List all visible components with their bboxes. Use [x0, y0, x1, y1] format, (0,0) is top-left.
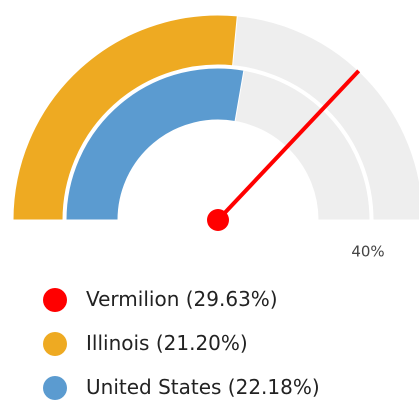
legend-value: (22.18%)	[228, 375, 320, 399]
gauge-band	[12, 14, 238, 221]
legend-value: (29.63%)	[186, 287, 278, 311]
legend-marker	[43, 332, 67, 356]
needle	[216, 69, 361, 222]
legend-label: United States (22.18%)	[86, 375, 320, 399]
legend-marker	[43, 376, 67, 400]
legend-value: (21.20%)	[156, 331, 248, 355]
needle-hub	[207, 209, 229, 231]
legend-label: Illinois (21.20%)	[86, 331, 248, 355]
tick-label: 40%	[351, 243, 384, 261]
legend-label: Vermilion (29.63%)	[86, 287, 278, 311]
gauge-band	[65, 67, 245, 221]
legend-name: United States	[86, 375, 221, 399]
legend-name: Illinois	[86, 331, 149, 355]
legend-name: Vermilion	[86, 287, 179, 311]
legend-marker	[43, 288, 67, 312]
